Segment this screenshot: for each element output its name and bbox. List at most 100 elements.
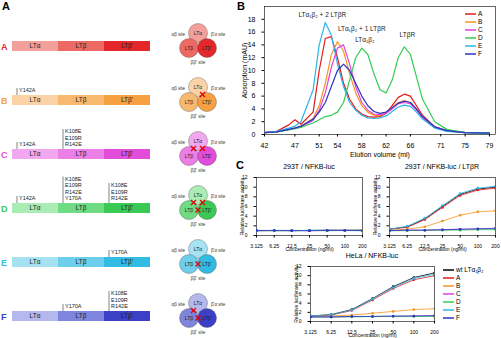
svg-text:LTα: LTα <box>194 84 202 90</box>
svg-text:75: 75 <box>461 142 469 149</box>
svg-text:LTβ': LTβ' <box>202 99 211 105</box>
svg-text:200: 200 <box>358 243 367 249</box>
svg-text:R142E: R142E <box>65 141 82 147</box>
svg-text:K108E: K108E <box>65 176 82 182</box>
svg-text:LTα: LTα <box>30 312 41 319</box>
svg-text:6: 6 <box>252 92 256 99</box>
svg-text:LTβ': LTβ' <box>202 153 211 159</box>
svg-text:LTβ': LTβ' <box>121 204 133 212</box>
svg-text:42: 42 <box>261 142 269 149</box>
svg-text:6.25: 6.25 <box>269 243 279 249</box>
svg-text:K108E: K108E <box>111 290 128 296</box>
svg-text:αβ site: αβ site <box>172 302 186 307</box>
svg-text:LTα: LTα <box>30 42 41 49</box>
svg-text:2: 2 <box>378 222 381 228</box>
svg-text:K108E: K108E <box>65 128 82 134</box>
svg-text:Relative luciferase activity: Relative luciferase activity <box>372 177 378 235</box>
svg-text:R142E: R142E <box>111 195 128 201</box>
svg-text:3.125: 3.125 <box>304 329 317 335</box>
svg-text:LTβ': LTβ' <box>121 150 133 158</box>
svg-text:100: 100 <box>341 243 350 249</box>
svg-text:LTα: LTα <box>194 138 202 144</box>
svg-text:LTβ': LTβ' <box>202 207 211 213</box>
svg-text:LTβ': LTβ' <box>202 261 211 267</box>
svg-text:E: E <box>1 258 7 268</box>
svg-text:0: 0 <box>299 318 302 324</box>
svg-text:C: C <box>1 150 8 160</box>
svg-text:51: 51 <box>315 142 323 149</box>
svg-text:LTβ: LTβ <box>76 96 87 104</box>
svg-text:71: 71 <box>437 142 445 149</box>
svg-text:Elution volume (ml): Elution volume (ml) <box>350 151 410 159</box>
svg-text:A: A <box>1 42 8 52</box>
svg-text:F: F <box>1 312 7 322</box>
svg-text:100: 100 <box>410 329 419 335</box>
svg-text:14: 14 <box>248 41 256 48</box>
svg-text:B: B <box>1 96 8 106</box>
svg-text:16: 16 <box>248 28 256 35</box>
svg-text:Y142A: Y142A <box>19 141 36 147</box>
svg-text:2: 2 <box>252 118 256 125</box>
svg-text:200: 200 <box>430 329 439 335</box>
svg-text:2: 2 <box>245 222 248 228</box>
svg-text:Relative luciferase activity: Relative luciferase activity <box>293 265 299 323</box>
svg-text:ββ' site: ββ' site <box>191 168 206 173</box>
svg-text:66: 66 <box>406 142 414 149</box>
svg-text:LTα: LTα <box>194 192 202 198</box>
svg-text:LTβ': LTβ' <box>121 96 133 104</box>
svg-text:LTβ': LTβ' <box>121 258 133 266</box>
svg-text:2: 2 <box>299 309 302 315</box>
svg-text:Y170A: Y170A <box>111 249 128 255</box>
svg-text:3.125: 3.125 <box>383 243 396 249</box>
svg-text:αβ site: αβ site <box>172 32 186 37</box>
svg-text:αβ site: αβ site <box>172 140 186 145</box>
svg-text:3.125: 3.125 <box>250 243 263 249</box>
svg-text:ββ' site: ββ' site <box>191 114 206 119</box>
svg-text:4: 4 <box>299 300 302 306</box>
svg-text:LTα₁β₂: LTα₁β₂ <box>355 36 375 44</box>
svg-text:αβ site: αβ site <box>172 86 186 91</box>
svg-text:LTα: LTα <box>194 30 202 36</box>
svg-text:β'α site: β'α site <box>211 140 226 145</box>
svg-text:Y142A: Y142A <box>19 195 36 201</box>
svg-text:LTβ: LTβ <box>185 315 193 321</box>
svg-text:LTβ': LTβ' <box>121 42 133 50</box>
svg-text:6: 6 <box>378 203 381 209</box>
svg-text:β'α site: β'α site <box>211 302 226 307</box>
svg-text:LTβ': LTβ' <box>202 45 211 51</box>
svg-text:β'α site: β'α site <box>211 86 226 91</box>
svg-text:0: 0 <box>252 131 256 138</box>
svg-text:R142E: R142E <box>65 189 82 195</box>
svg-text:8: 8 <box>299 281 302 287</box>
svg-text:LTβ: LTβ <box>76 312 87 320</box>
svg-text:β'α site: β'α site <box>211 248 226 253</box>
svg-text:ββ' site: ββ' site <box>191 330 206 335</box>
svg-text:4: 4 <box>252 105 256 112</box>
svg-text:LTβ: LTβ <box>185 45 193 51</box>
svg-text:Concentration (ng/ml): Concentration (ng/ml) <box>285 246 333 252</box>
svg-text:Concentration (ng/ml): Concentration (ng/ml) <box>418 246 466 252</box>
svg-text:54: 54 <box>334 142 342 149</box>
svg-text:LTβR: LTβR <box>400 31 416 39</box>
svg-text:4: 4 <box>378 213 381 219</box>
svg-text:β'α site: β'α site <box>211 194 226 199</box>
svg-text:R142E: R142E <box>111 303 128 309</box>
svg-text:D: D <box>1 204 8 214</box>
svg-text:ββ' site: ββ' site <box>191 276 206 281</box>
svg-text:αβ site: αβ site <box>172 194 186 199</box>
svg-text:Absorption (mAU): Absorption (mAU) <box>241 43 249 99</box>
svg-text:62: 62 <box>382 142 390 149</box>
svg-text:0: 0 <box>378 232 381 238</box>
svg-text:LTα: LTα <box>30 96 41 103</box>
svg-text:E109R: E109R <box>111 297 128 303</box>
svg-text:LTβ: LTβ <box>76 42 87 50</box>
svg-text:LTα: LTα <box>30 258 41 265</box>
svg-text:αβ site: αβ site <box>172 248 186 253</box>
svg-text:58: 58 <box>358 142 366 149</box>
svg-text:Y170A: Y170A <box>65 303 82 309</box>
svg-text:6: 6 <box>245 203 248 209</box>
svg-text:ββ' site: ββ' site <box>191 222 206 227</box>
svg-text:K108E: K108E <box>111 182 128 188</box>
svg-text:200: 200 <box>491 243 500 249</box>
svg-text:LTα: LTα <box>194 246 202 252</box>
